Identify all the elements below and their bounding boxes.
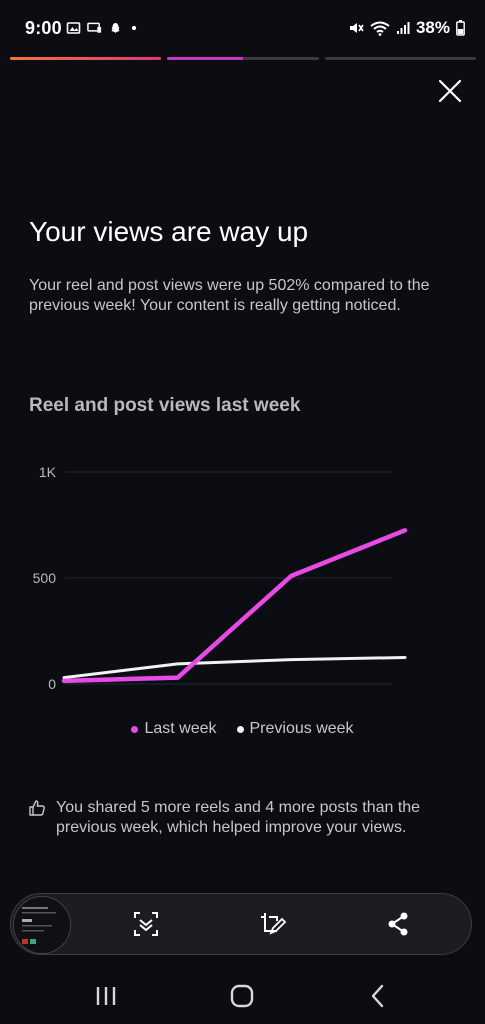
story-progress-segment [167, 57, 319, 60]
edit-icon[interactable] [257, 909, 287, 939]
legend-item: Previous week [236, 720, 354, 738]
scroll-capture-icon[interactable] [131, 909, 161, 939]
views-line-chart: 0 500 1K [33, 464, 408, 692]
insight-text: You shared 5 more reels and 4 more posts… [56, 799, 421, 836]
chart-title: Reel and post views last week [29, 395, 301, 416]
series-line-previous-week [62, 656, 407, 680]
headline: Your views are way up [29, 216, 309, 247]
dot-icon [131, 25, 137, 31]
screenshot-toolbar [10, 893, 472, 955]
chart-legend: Last week Previous week [0, 720, 485, 738]
legend-dot-previous-week [236, 725, 244, 733]
description: Your reel and post views were up 502% co… [29, 277, 430, 314]
y-tick-label: 0 [48, 676, 56, 692]
cast-icon [87, 22, 102, 33]
story-progress-segment [10, 57, 162, 60]
legend-label-previous-week: Previous week [249, 720, 354, 737]
battery-percent: 38% [415, 18, 450, 37]
series-line-last-week [61, 528, 408, 684]
status-time: 9:00 [25, 18, 62, 38]
status-right: 38% [348, 18, 465, 38]
insight: You shared 5 more reels and 4 more posts… [28, 798, 458, 838]
story-progress [10, 57, 476, 60]
status-bar: 9:00 38% [0, 0, 485, 50]
navigation-bar [0, 968, 485, 1024]
signal-icon [396, 22, 410, 34]
wifi-icon [370, 21, 390, 36]
screenshot-thumbnail[interactable] [13, 896, 71, 954]
share-icon[interactable] [383, 909, 413, 939]
thumbs-up-icon [29, 800, 45, 816]
story-progress-segment [324, 57, 476, 60]
image-icon [66, 22, 81, 34]
thumbnail-preview [14, 897, 70, 953]
legend-item: Last week [131, 720, 217, 738]
legend-label-last-week: Last week [144, 720, 217, 737]
close-icon[interactable] [437, 78, 463, 104]
y-tick-label: 500 [33, 570, 57, 586]
mute-icon [349, 23, 364, 33]
home-icon[interactable] [227, 982, 257, 1010]
recent-apps-icon[interactable] [91, 982, 121, 1010]
status-left-icons [66, 22, 139, 34]
battery-icon [456, 20, 465, 36]
snapchat-icon [111, 23, 120, 33]
legend-dot-last-week [131, 725, 139, 733]
back-icon[interactable] [364, 982, 394, 1010]
y-tick-label: 1K [39, 464, 57, 480]
